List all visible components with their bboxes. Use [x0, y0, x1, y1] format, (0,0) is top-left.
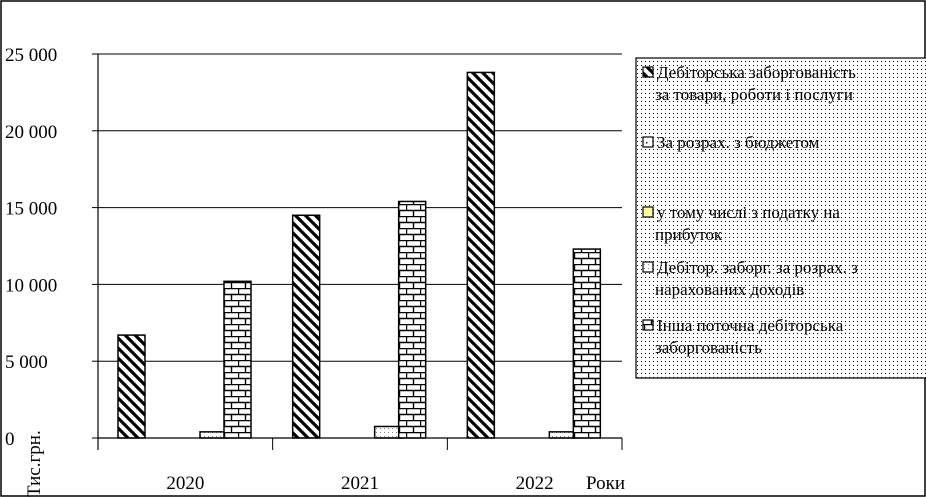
y-tick-label: 10 000	[5, 275, 57, 296]
bar	[291, 214, 321, 439]
legend-label: за товари, роботи і послуги	[655, 85, 853, 104]
legend-label: нарахованих доходів	[655, 280, 804, 299]
x-tick-label: 2022	[516, 473, 554, 494]
legend-label: прибуток	[655, 225, 723, 244]
y-tick-label: 20 000	[5, 122, 57, 143]
bar	[199, 431, 228, 439]
legend-label: заборгованість	[655, 338, 762, 357]
bar	[223, 280, 252, 439]
bar	[397, 200, 427, 439]
legend-swatch	[642, 261, 654, 273]
legend-label: За розрах. з бюджетом	[657, 133, 820, 152]
legend-label: Дебітор. заборг. за розрах. з	[657, 258, 858, 277]
y-tick-label: 5 000	[5, 352, 48, 373]
legend-label: Дебіторська заборгованість	[657, 63, 856, 82]
y-tick-label: 15 000	[5, 199, 57, 220]
y-tick-label: 25 000	[5, 45, 57, 66]
legend-box	[635, 57, 926, 379]
x-tick-label: 2021	[341, 473, 379, 494]
legend-swatch	[642, 206, 654, 218]
y-axis-title: Тис.грн.	[24, 430, 45, 497]
x-axis-title: Роки	[586, 473, 625, 494]
bar	[466, 71, 496, 439]
legend-label: у тому числі з податку на	[657, 203, 840, 222]
y-tick-label: 0	[5, 429, 15, 450]
bar	[117, 334, 146, 439]
legend-swatch	[642, 319, 654, 331]
legend-swatch	[642, 66, 654, 78]
bar	[373, 425, 403, 439]
x-tick-label: 2020	[166, 473, 204, 494]
legend-label: Інша поточна дебіторська	[657, 316, 844, 335]
bar	[572, 248, 602, 439]
bar	[548, 431, 578, 439]
legend-swatch	[642, 136, 654, 148]
